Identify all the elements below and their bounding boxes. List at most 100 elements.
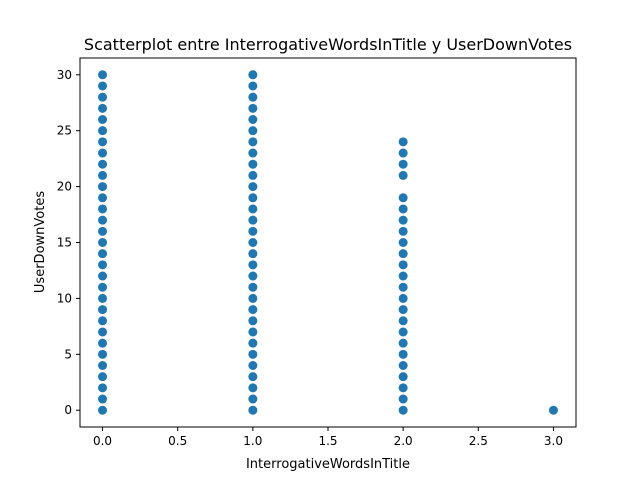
data-point — [248, 383, 258, 393]
data-point — [98, 81, 108, 91]
data-point — [248, 405, 258, 415]
data-point — [548, 405, 558, 415]
data-point — [398, 372, 408, 382]
x-axis-ticks: 0.0 0.5 1.0 1.5 2.0 2.5 3.0 — [93, 427, 563, 448]
data-point — [98, 170, 108, 180]
data-point — [98, 70, 108, 80]
data-point — [248, 394, 258, 404]
data-point — [398, 159, 408, 169]
data-point — [248, 361, 258, 370]
data-point — [98, 193, 108, 203]
data-point — [248, 305, 258, 315]
data-point — [248, 327, 258, 337]
x-axis-label: InterrogativeWordsInTitle — [246, 457, 410, 472]
data-point — [98, 349, 108, 359]
x-tick-label: 2.5 — [469, 434, 488, 448]
data-point — [398, 226, 408, 236]
data-point — [98, 316, 108, 326]
data-point — [98, 293, 108, 303]
data-point — [398, 361, 408, 370]
data-point — [98, 249, 108, 259]
y-tick-label: 0 — [64, 403, 72, 417]
x-tick-label: 2.0 — [394, 434, 413, 448]
data-point — [398, 305, 408, 315]
data-point — [98, 103, 108, 113]
data-point — [248, 159, 258, 169]
data-point — [398, 293, 408, 303]
data-point — [398, 193, 408, 203]
data-point — [398, 204, 408, 214]
data-point — [398, 394, 408, 404]
data-point — [398, 148, 408, 158]
data-point — [398, 282, 408, 292]
data-point — [248, 137, 258, 147]
data-point — [398, 260, 408, 270]
data-point — [98, 238, 108, 247]
data-point — [98, 137, 108, 147]
data-point — [98, 115, 108, 124]
chart-title: Scatterplot entre InterrogativeWordsInTi… — [84, 35, 572, 54]
data-point — [248, 271, 258, 281]
data-point — [98, 215, 108, 225]
data-point — [398, 383, 408, 393]
data-points — [98, 70, 558, 415]
data-point — [248, 81, 258, 91]
data-point — [248, 226, 258, 236]
data-point — [98, 182, 108, 192]
data-point — [248, 260, 258, 270]
data-point — [398, 349, 408, 359]
data-point — [248, 182, 258, 192]
y-tick-label: 30 — [57, 68, 72, 82]
data-point — [98, 226, 108, 236]
data-point — [98, 383, 108, 393]
y-tick-label: 15 — [57, 236, 72, 250]
data-point — [248, 204, 258, 214]
data-point — [248, 115, 258, 124]
data-point — [98, 372, 108, 382]
data-point — [398, 238, 408, 247]
y-tick-label: 20 — [57, 180, 72, 194]
data-point — [248, 215, 258, 225]
data-point — [98, 260, 108, 270]
data-point — [248, 70, 258, 80]
data-point — [248, 293, 258, 303]
y-tick-label: 25 — [57, 124, 72, 138]
x-tick-label: 1.0 — [243, 434, 262, 448]
data-point — [248, 316, 258, 326]
data-point — [98, 148, 108, 158]
data-point — [248, 249, 258, 259]
data-point — [248, 126, 258, 136]
data-point — [98, 126, 108, 136]
plot-area-frame — [79, 57, 577, 428]
data-point — [98, 305, 108, 315]
data-point — [248, 372, 258, 382]
data-point — [248, 282, 258, 292]
data-point — [248, 238, 258, 247]
data-point — [98, 338, 108, 348]
y-tick-label: 5 — [64, 347, 72, 361]
data-point — [398, 249, 408, 259]
data-point — [98, 394, 108, 404]
data-point — [248, 349, 258, 359]
data-point — [248, 148, 258, 158]
y-axis-label: UserDownVotes — [33, 191, 48, 293]
data-point — [248, 92, 258, 102]
data-point — [398, 170, 408, 180]
data-point — [398, 271, 408, 281]
x-tick-label: 0.0 — [93, 434, 112, 448]
data-point — [398, 405, 408, 415]
data-point — [398, 327, 408, 337]
x-tick-label: 3.0 — [544, 434, 563, 448]
data-point — [98, 327, 108, 337]
data-point — [248, 338, 258, 348]
data-point — [98, 92, 108, 102]
data-point — [398, 137, 408, 147]
data-point — [248, 193, 258, 203]
data-point — [398, 316, 408, 326]
data-point — [398, 338, 408, 348]
data-point — [98, 159, 108, 169]
data-point — [98, 204, 108, 214]
data-point — [98, 405, 108, 415]
